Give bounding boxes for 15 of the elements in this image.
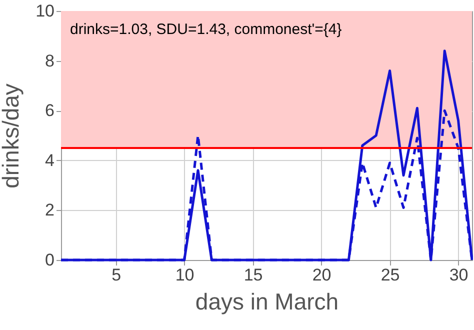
x-tick-label: 25	[380, 266, 400, 284]
x-axis-title: days in March	[195, 288, 339, 314]
y-tick-label: 2	[45, 200, 54, 220]
x-tick-label: 20	[312, 266, 332, 284]
y-tick-label: 4	[45, 150, 54, 170]
annotation: drinks=1.03, SDU=1.43, commonest'={4}	[70, 21, 342, 38]
y-axis-title: drinks/day	[0, 83, 24, 188]
x-tick-label: 10	[175, 266, 194, 284]
y-tick-label: 10	[36, 2, 54, 20]
x-tick-label: 30	[449, 266, 468, 284]
y-tick-label: 0	[45, 250, 54, 270]
x-tick-label: 5	[112, 266, 122, 284]
y-tick-label: 6	[45, 101, 54, 120]
x-tick-label: 15	[244, 266, 263, 284]
y-tick-label: 8	[45, 51, 54, 70]
